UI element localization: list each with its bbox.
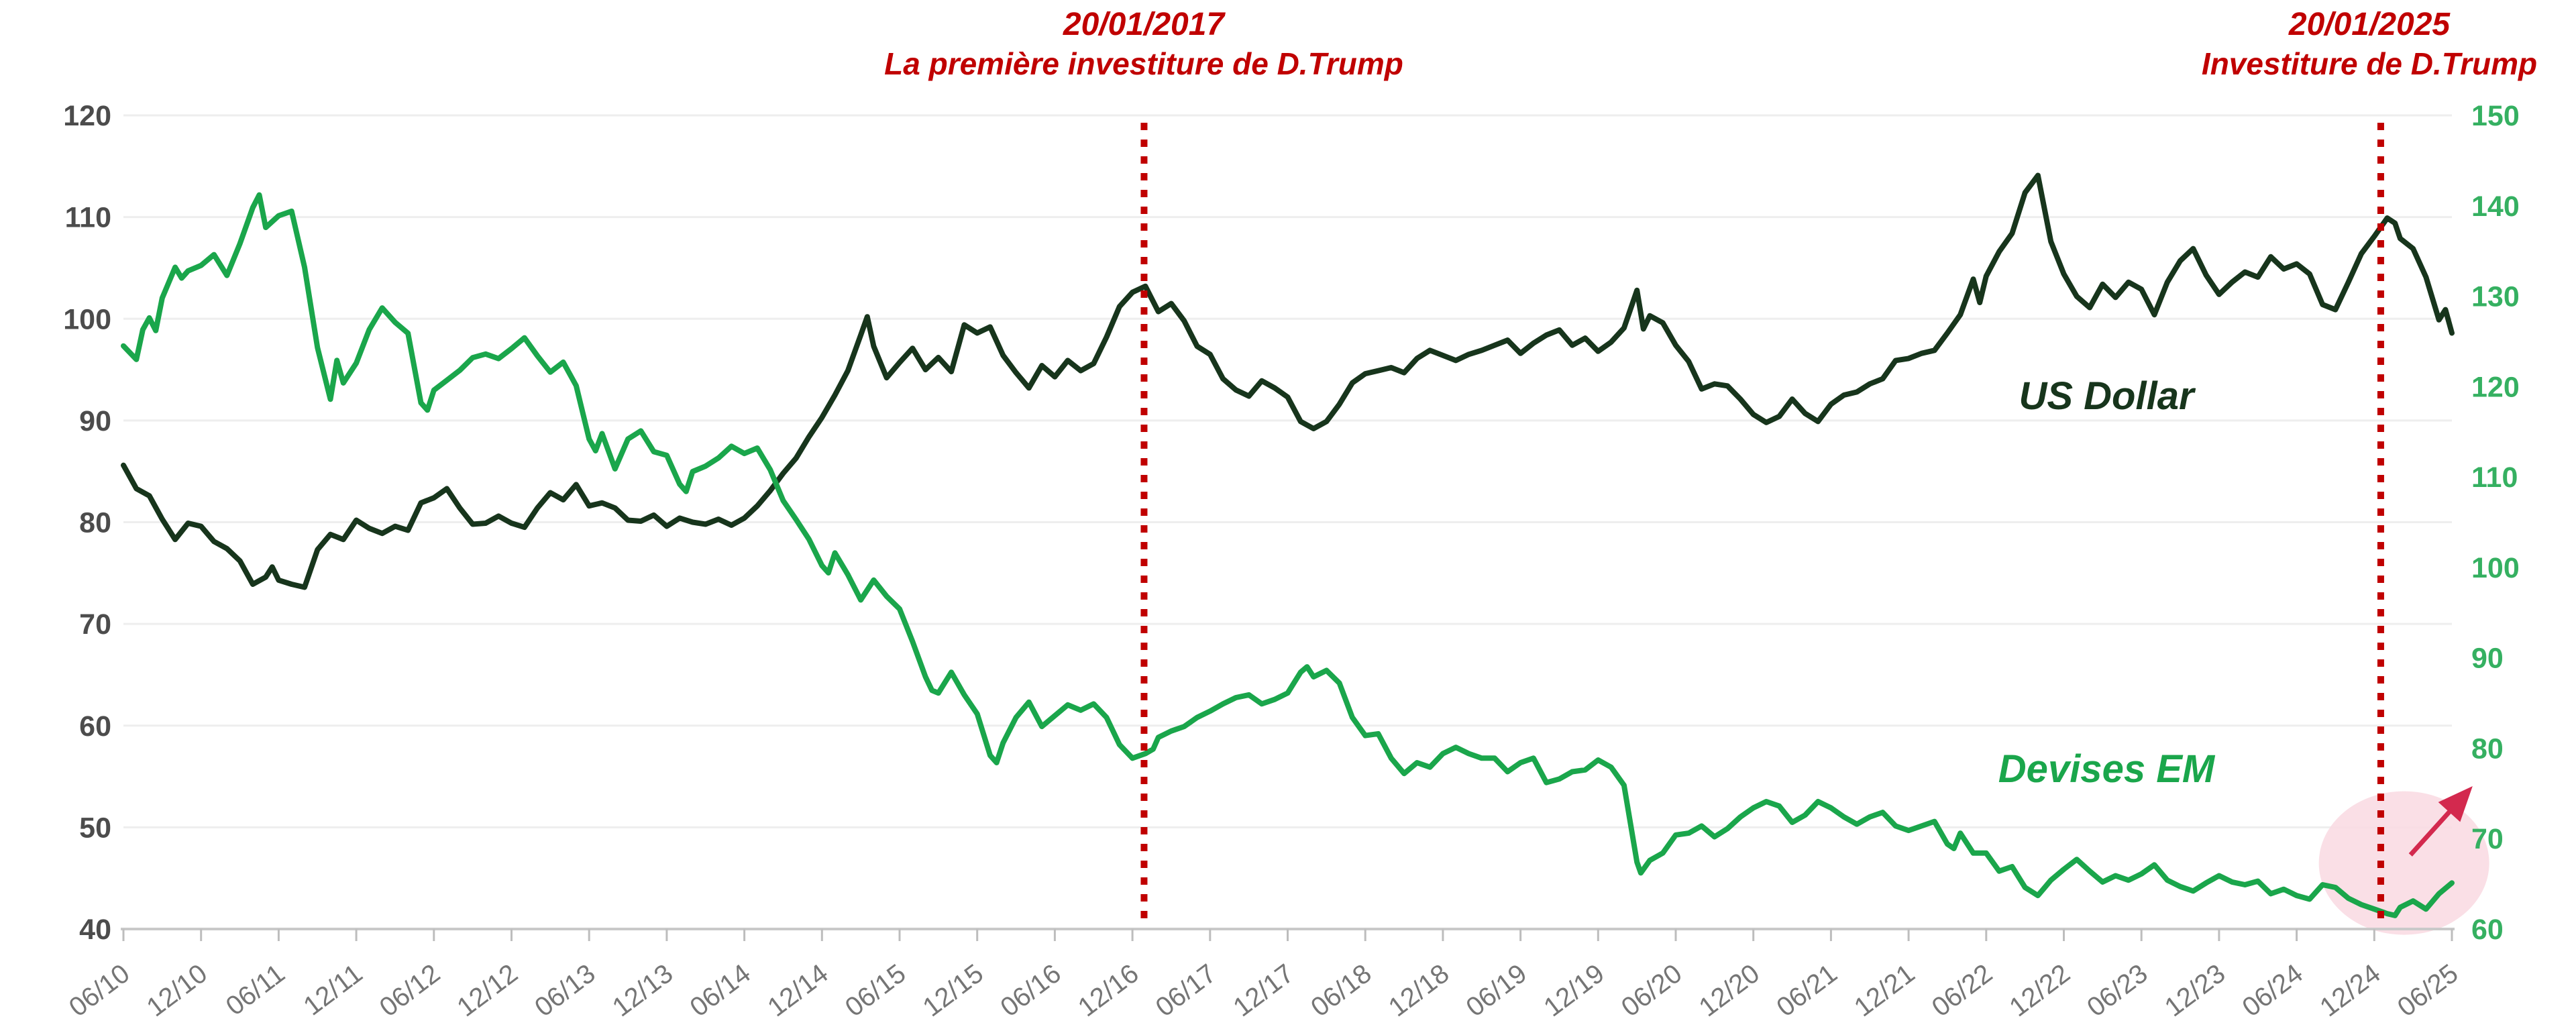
annotation-2025-date: 20/01/2025 bbox=[2288, 7, 2451, 42]
x-axis-tick-label: 06/16 bbox=[995, 959, 1066, 1022]
annotation-2017-date: 20/01/2017 bbox=[1063, 7, 1225, 42]
x-axis-tick-label: 06/17 bbox=[1150, 959, 1222, 1022]
series-label-us-dollar: US Dollar bbox=[2019, 374, 2196, 418]
right-axis-tick-label: 80 bbox=[2471, 732, 2504, 765]
x-axis-tick-label: 12/23 bbox=[2159, 959, 2231, 1022]
x-axis-tick-label: 12/15 bbox=[918, 959, 989, 1022]
x-axis-tick-label: 06/19 bbox=[1461, 959, 1532, 1022]
highlight-ellipse bbox=[2318, 791, 2489, 935]
x-axis-tick-label: 12/20 bbox=[1694, 959, 1765, 1022]
x-axis-tick-label: 06/22 bbox=[1927, 959, 1998, 1022]
x-axis-tick-label: 12/10 bbox=[142, 959, 213, 1022]
trend-up-arrow bbox=[2408, 786, 2473, 857]
x-axis-tick-label: 12/22 bbox=[2004, 959, 2075, 1022]
x-axis-tick-label: 12/19 bbox=[1538, 959, 1609, 1022]
left-axis-tick-label: 60 bbox=[79, 710, 111, 743]
x-axis-tick-label: 12/21 bbox=[1849, 959, 1920, 1022]
x-axis-tick-label: 12/16 bbox=[1073, 959, 1144, 1022]
left-axis-tick-label: 50 bbox=[79, 812, 111, 844]
right-axis-tick-label: 150 bbox=[2471, 100, 2520, 132]
x-axis-tick-label: 12/14 bbox=[762, 959, 833, 1022]
right-axis-tick-label: 90 bbox=[2471, 643, 2504, 675]
x-axis-tick-label: 06/15 bbox=[840, 959, 911, 1022]
x-axis-tick-label: 12/11 bbox=[298, 959, 368, 1022]
x-axis-tick-label: 06/10 bbox=[64, 959, 135, 1022]
x-axis-tick-label: 12/24 bbox=[2314, 959, 2385, 1022]
left-axis-tick-label: 90 bbox=[79, 405, 111, 437]
right-axis-tick-label: 60 bbox=[2471, 914, 2504, 946]
right-axis-tick-label: 120 bbox=[2471, 371, 2520, 403]
gridlines bbox=[123, 114, 2452, 828]
event-lines bbox=[1140, 123, 2384, 929]
annotation-2017-label: La première investiture de D.Trump bbox=[884, 46, 1403, 81]
annotation-2025: 20/01/2025 Investiture de D.Trump bbox=[2202, 5, 2537, 83]
x-axis-tick-label: 12/18 bbox=[1383, 959, 1454, 1022]
highlight-ellipse-shape bbox=[2318, 791, 2489, 935]
trend-arrow-head bbox=[2438, 786, 2473, 822]
trend-arrow-shaft bbox=[2408, 807, 2454, 857]
series-lines bbox=[121, 172, 2455, 918]
left-axis-tick-label: 40 bbox=[79, 914, 111, 946]
x-axis-tick-label: 06/13 bbox=[529, 959, 600, 1022]
right-axis-tick-label: 140 bbox=[2471, 190, 2520, 223]
x-axis-tick-label: 06/21 bbox=[1771, 959, 1842, 1022]
series-label-devises-em: Devises EM bbox=[1998, 747, 2216, 791]
right-axis-tick-label: 130 bbox=[2471, 281, 2520, 313]
right-axis-tick-label: 100 bbox=[2471, 552, 2520, 584]
x-axis-tick-label: 12/13 bbox=[607, 959, 678, 1022]
right-axis-tick-label: 70 bbox=[2471, 823, 2504, 855]
annotation-2017: 20/01/2017 La première investiture de D.… bbox=[884, 5, 1403, 83]
left-axis-tick-label: 70 bbox=[79, 608, 111, 641]
right-axis-tick-label: 110 bbox=[2471, 461, 2518, 494]
left-axis-tick-label: 120 bbox=[63, 100, 111, 132]
x-axis-tick-label: 06/11 bbox=[221, 959, 290, 1022]
left-axis-tick-label: 100 bbox=[63, 303, 111, 335]
x-axis-tick-label: 06/24 bbox=[2237, 959, 2308, 1022]
left-axis-tick-label: 80 bbox=[79, 507, 111, 539]
x-axis-tick-label: 12/12 bbox=[451, 959, 523, 1022]
x-axis-tick-label: 06/20 bbox=[1616, 959, 1687, 1022]
left-axis-tick-label: 110 bbox=[65, 202, 111, 234]
x-axis-tick-label: 06/12 bbox=[374, 959, 445, 1022]
x-axis-tick-label: 06/18 bbox=[1305, 959, 1377, 1022]
x-axis-tick-label: 06/25 bbox=[2392, 959, 2463, 1022]
axes: 120 110 100 90 80 70 60 50 40 150 140 130 120 110 100 9… bbox=[63, 100, 2520, 1022]
x-axis-tick-label: 12/17 bbox=[1228, 959, 1299, 1022]
series-line-devises-em bbox=[121, 192, 2455, 918]
x-axis-tick-label: 06/23 bbox=[2082, 959, 2153, 1022]
series-line-us-dollar bbox=[121, 172, 2455, 590]
annotation-2025-label: Investiture de D.Trump bbox=[2201, 46, 2538, 81]
x-axis-tick-label: 06/14 bbox=[685, 959, 756, 1022]
